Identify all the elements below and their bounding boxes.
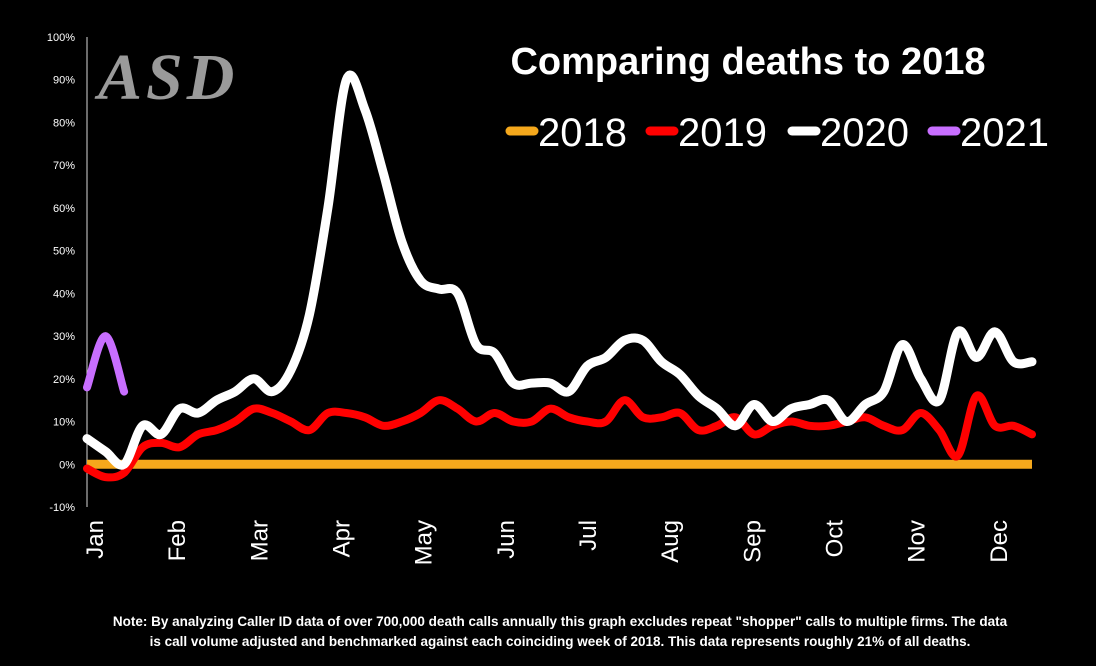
- x-tick-label: Jan: [82, 520, 109, 559]
- x-tick-label: Nov: [904, 520, 931, 563]
- x-tick-labels: Jan Feb Mar Apr May Jun Jul Aug Sep Oct Nov Dec: [82, 520, 1013, 566]
- x-tick-label: May: [411, 520, 438, 565]
- x-tick-label: Apr: [329, 520, 356, 557]
- x-tick-label: Sep: [739, 520, 766, 563]
- x-tick-label: Jul: [575, 520, 602, 551]
- asd-logo: ASD: [98, 41, 239, 114]
- x-tick-label: Jun: [493, 520, 520, 559]
- y-tick-label: 90%: [53, 75, 75, 87]
- y-tick-label: 100%: [47, 32, 75, 44]
- y-tick-label: 0%: [59, 459, 75, 471]
- y-tick-label: 70%: [53, 160, 75, 172]
- x-tick-label: Oct: [822, 520, 849, 558]
- series-line-2019: [83, 391, 1036, 482]
- legend: 2018 2019 2020 2021: [505, 111, 1049, 155]
- legend-label-2021: 2021: [960, 111, 1049, 155]
- y-tick-label: 80%: [53, 117, 75, 129]
- y-tick-label: 50%: [53, 246, 75, 258]
- x-tick-label: Dec: [986, 520, 1013, 563]
- legend-label-2020: 2020: [820, 111, 909, 155]
- y-tick-label: 10%: [53, 417, 75, 429]
- series-line-2020: [82, 70, 1037, 470]
- y-tick-label: 60%: [53, 203, 75, 215]
- chart: -10% 0% 10% 20% 30% 40% 50% 60% 70% 80% 90% 100% Ja…: [47, 32, 1049, 566]
- legend-label-2019: 2019: [678, 111, 767, 155]
- series-lines: [82, 70, 1037, 482]
- y-tick-label: 30%: [53, 331, 75, 343]
- x-tick-label: Mar: [246, 520, 273, 561]
- y-tick-label: 20%: [53, 374, 75, 386]
- x-tick-label: Feb: [164, 520, 191, 561]
- y-tick-label: -10%: [49, 502, 75, 514]
- series-line-2021: [83, 332, 129, 396]
- x-tick-label: Aug: [657, 520, 684, 563]
- footnote-line-2: is call volume adjusted and benchmarked …: [149, 634, 971, 649]
- legend-label-2018: 2018: [538, 111, 627, 155]
- footnote-line-1: Note: By analyzing Caller ID data of ove…: [112, 614, 1008, 629]
- y-tick-labels: -10% 0% 10% 20% 30% 40% 50% 60% 70% 80% 90% 100%: [47, 32, 75, 514]
- y-tick-label: 40%: [53, 288, 75, 300]
- chart-title: Comparing deaths to 2018: [510, 41, 985, 83]
